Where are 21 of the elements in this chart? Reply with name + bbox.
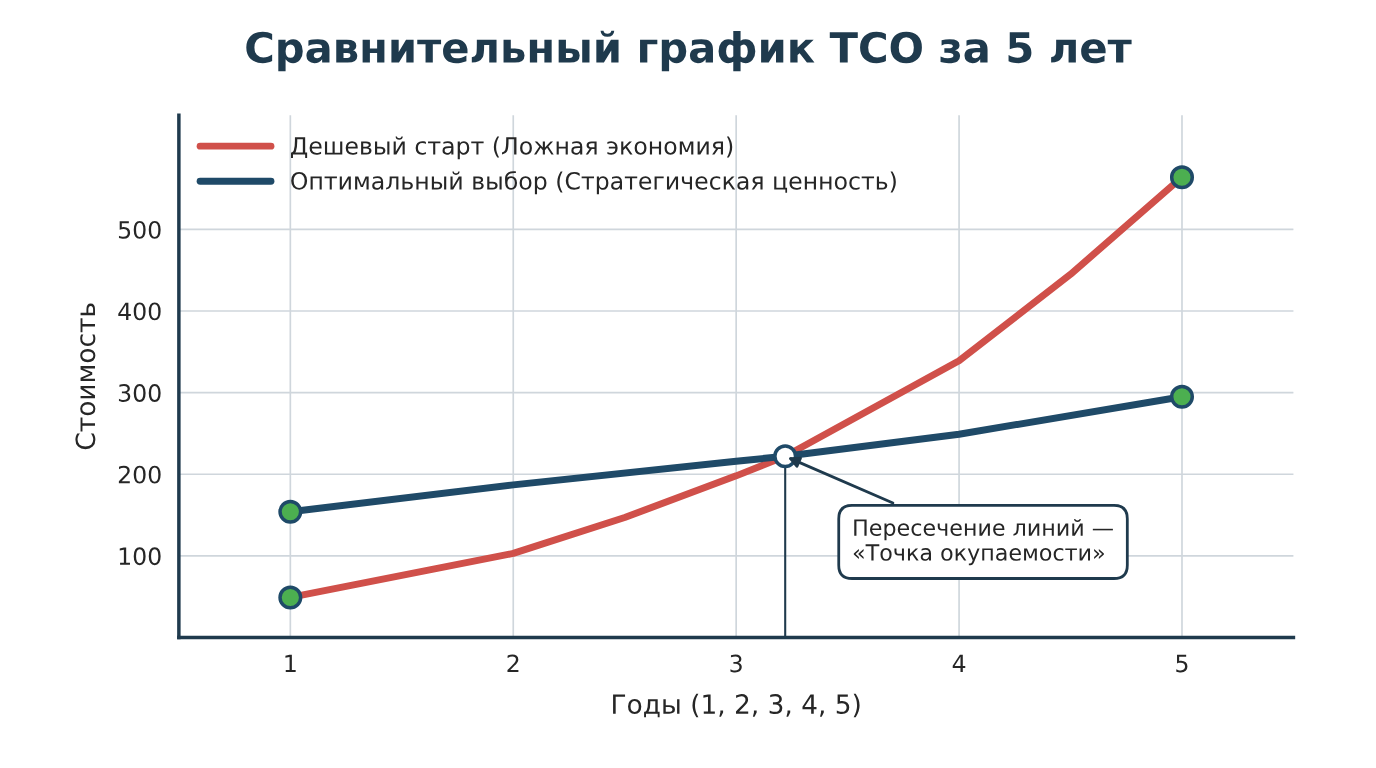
x-tick-label: 1 <box>285 654 296 673</box>
x-tick-label: 4 <box>952 654 966 673</box>
x-tick-label: 5 <box>1176 654 1188 673</box>
point <box>1169 165 1195 190</box>
point <box>278 585 303 610</box>
point <box>773 444 798 469</box>
annotation: Пересечение линий — «Точка окупаемости» <box>853 518 1113 566</box>
x-tick-label: 3 <box>730 654 742 673</box>
point <box>278 499 303 524</box>
x-tick-label: 2 <box>507 654 519 673</box>
x-axis-title: Годы (1, 2, 3, 4, 5) <box>613 693 860 718</box>
chart-title: Сравнительный график TCO за 5 лет <box>246 30 1132 72</box>
legend-label: Оптимальный выбор (Стратегическая ценность) <box>291 171 896 195</box>
y-tick-label: 100 <box>119 547 161 566</box>
y-axis-title: Стоимость <box>75 303 96 450</box>
y-tick-label: 300 <box>118 384 161 402</box>
y-tick-label: 200 <box>118 465 161 484</box>
point <box>1169 384 1195 409</box>
y-tick-label: 500 <box>118 220 161 239</box>
legend-label: Дешевый старт (Ложная экономия) <box>291 136 733 160</box>
y-tick-label: 400 <box>118 302 161 321</box>
